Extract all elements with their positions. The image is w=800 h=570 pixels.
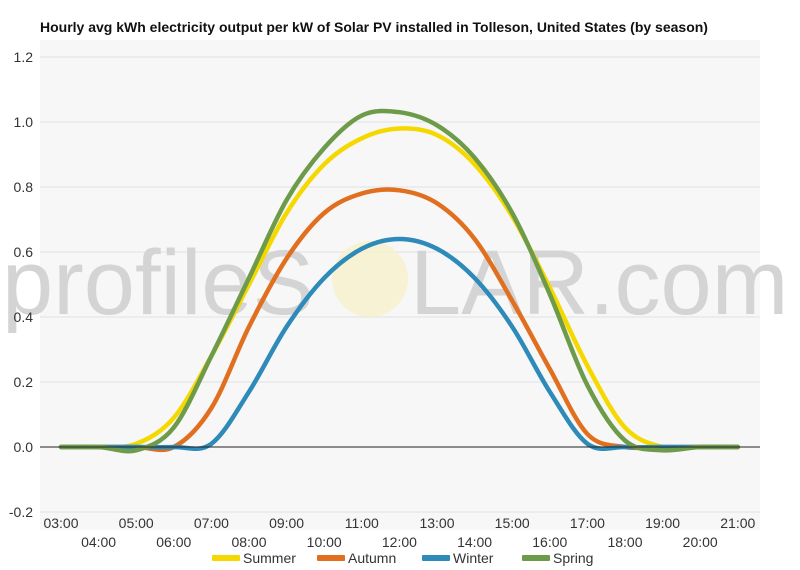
y-tick-label: -0.2 — [9, 504, 33, 520]
axis-layer: -0.2 0.0 0.2 0.4 0.6 0.8 1.0 1.2 03:0004:0005:00… — [9, 49, 760, 550]
x-tick-label: 04:00 — [81, 534, 116, 550]
legend-label-spring: Spring — [553, 550, 593, 566]
x-tick-label: 16:00 — [532, 534, 567, 550]
watermark: profileS LAR.com — [2, 232, 788, 334]
y-tick-label: 0.2 — [14, 374, 34, 390]
y-tick-label: 0.0 — [14, 439, 34, 455]
x-tick-label: 09:00 — [269, 515, 304, 531]
x-tick-label: 06:00 — [156, 534, 191, 550]
legend-swatch-autumn — [317, 555, 345, 561]
x-tick-label: 08:00 — [231, 534, 266, 550]
y-tick-label: 0.4 — [14, 309, 34, 325]
legend-swatch-spring — [522, 555, 550, 561]
legend-label-summer: Summer — [243, 550, 296, 566]
y-tick-label: 1.2 — [14, 49, 34, 65]
x-tick-label: 17:00 — [570, 515, 605, 531]
x-tick-label: 07:00 — [194, 515, 229, 531]
legend: Summer Autumn Winter Spring — [212, 550, 593, 566]
series-line-spring — [58, 108, 741, 454]
x-tick-label: 12:00 — [382, 534, 417, 550]
grid-layer — [40, 56, 760, 513]
x-tick-label: 14:00 — [457, 534, 492, 550]
series-line-summer — [58, 126, 741, 451]
x-tick-label: 20:00 — [683, 534, 718, 550]
legend-label-autumn: Autumn — [348, 550, 396, 566]
x-tick-label: 13:00 — [419, 515, 454, 531]
y-tick-label: 0.8 — [14, 179, 34, 195]
y-tick-label: 0.6 — [14, 244, 34, 260]
y-tick-label: 1.0 — [14, 114, 34, 130]
x-tick-label: 19:00 — [645, 515, 680, 531]
x-tick-label: 18:00 — [607, 534, 642, 550]
legend-label-winter: Winter — [453, 550, 494, 566]
sun-logo-icon — [332, 241, 408, 317]
x-tick-label: 21:00 — [720, 515, 755, 531]
x-tick-label: 03:00 — [43, 515, 78, 531]
legend-swatch-winter — [422, 555, 450, 561]
watermark-text-right: LAR.com — [410, 232, 788, 334]
chart-title: Hourly avg kWh electricity output per kW… — [40, 19, 708, 35]
x-tick-label: 05:00 — [119, 515, 154, 531]
x-tick-label: 15:00 — [495, 515, 530, 531]
x-tick-label: 10:00 — [307, 534, 342, 550]
x-tick-label: 11:00 — [345, 515, 379, 531]
legend-swatch-summer — [212, 555, 240, 561]
